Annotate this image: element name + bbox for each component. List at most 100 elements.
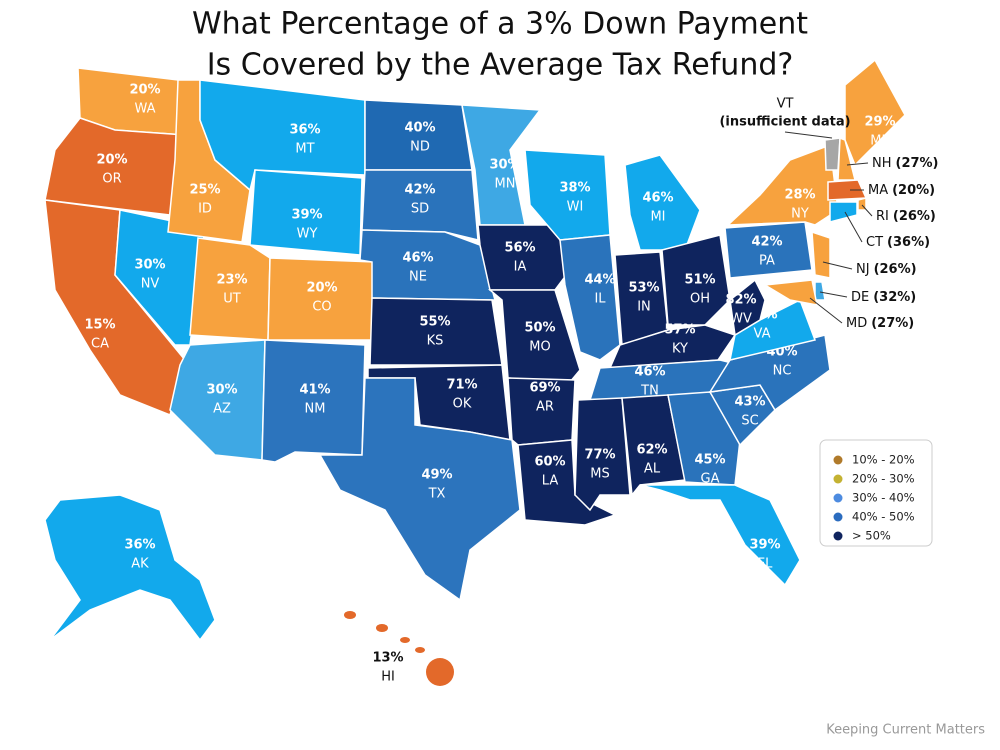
state-shape	[661, 234, 731, 326]
state-abbr: CO	[312, 300, 331, 315]
state-abbr: HI	[381, 670, 395, 685]
state-abbr: ND	[410, 140, 430, 155]
state-abbr: MI	[650, 210, 665, 225]
state-abbr: ID	[198, 202, 212, 217]
state-abbr: IA	[514, 260, 527, 275]
leader-line	[809, 297, 843, 324]
callout-label: CT (36%)	[866, 235, 930, 250]
state-abbr: IL	[594, 292, 606, 307]
state-abbr: ME	[870, 134, 889, 149]
state-shape	[844, 58, 906, 167]
state-abbr: MN	[495, 177, 516, 192]
state-shape	[729, 278, 766, 337]
state-shape	[369, 297, 503, 366]
state-pct: 20%	[96, 153, 127, 168]
state-pct: 53%	[628, 281, 659, 296]
island-shape	[400, 637, 410, 643]
state-pct: 82%	[725, 293, 756, 308]
state-pct: 20%	[306, 281, 337, 296]
state-abbr: OH	[690, 292, 710, 307]
map: 20% WA 20% OR 15% CA 30% NV 25% ID 36% MT 39% WY 23% UT…	[44, 58, 939, 686]
state-abbr: AZ	[213, 402, 231, 417]
callout-label: MA (20%)	[868, 183, 935, 198]
state-pct: 71%	[446, 378, 477, 393]
legend-swatch	[833, 474, 843, 484]
legend-label: 30% - 40%	[852, 491, 915, 505]
state-abbr: CA	[91, 337, 109, 352]
island-shape	[344, 611, 356, 619]
callout-pct: (26%)	[874, 262, 917, 277]
callout-label: NJ (26%)	[856, 262, 917, 277]
state-pct: 51%	[684, 273, 715, 288]
state-pct: 69%	[529, 381, 560, 396]
state-abbr: SD	[411, 202, 429, 217]
callout-pct: (27%)	[871, 316, 914, 331]
state-pct: 49%	[421, 468, 452, 483]
state-shape	[762, 279, 818, 306]
state-pct: 36%	[124, 538, 155, 553]
leader-line	[822, 261, 853, 270]
state-pct: 39%	[749, 538, 780, 553]
callout-abbr: NH	[872, 156, 892, 171]
legend-swatch	[833, 512, 843, 522]
state-pct: 46%	[634, 365, 665, 380]
state-abbr: TX	[428, 487, 446, 502]
state-shape	[811, 230, 831, 279]
state-abbr: PA	[759, 254, 775, 269]
state-pct: 20%	[129, 83, 160, 98]
state-pct: 77%	[584, 448, 615, 463]
credit: Keeping Current Matters	[826, 723, 985, 738]
callout-label: MD (27%)	[846, 316, 914, 331]
state-pct: 42%	[404, 183, 435, 198]
state-abbr: MO	[529, 340, 550, 355]
state-abbr: NY	[791, 207, 809, 222]
state-pct: 45%	[694, 453, 725, 468]
state-abbr: NM	[305, 402, 326, 417]
callout-label: NH (27%)	[872, 156, 939, 171]
state-abbr: SC	[741, 414, 758, 429]
state-abbr: GA	[701, 472, 720, 487]
legend-label: 40% - 50%	[852, 510, 915, 524]
state-pct: 30%	[134, 258, 165, 273]
state-abbr: WA	[134, 102, 155, 117]
state-abbr: MS	[590, 467, 609, 482]
state-abbr: NC	[773, 364, 792, 379]
callout-pct: (27%)	[896, 156, 939, 171]
state-pct: 62%	[636, 443, 667, 458]
state-pct: 46%	[402, 251, 433, 266]
state-abbr: UT	[223, 292, 241, 307]
state-pct: 42%	[751, 235, 782, 250]
state-shape	[667, 391, 741, 486]
state-pct: 60%	[534, 455, 565, 470]
state-pct: 56%	[504, 241, 535, 256]
state-shape	[726, 143, 839, 226]
state-shape	[44, 494, 216, 642]
state-shape	[559, 234, 621, 361]
state-abbr: WI	[567, 200, 584, 215]
callout-pct: (36%)	[887, 235, 930, 250]
state-abbr: WY	[297, 227, 318, 242]
state-abbr: TN	[640, 384, 659, 399]
state-pct: 40%	[404, 121, 435, 136]
leader-line	[844, 211, 863, 243]
state-abbr: MT	[295, 142, 314, 157]
island-shape	[415, 647, 425, 653]
legend-swatch	[833, 455, 843, 465]
legend-label: 10% - 20%	[852, 453, 915, 467]
callout-pct: (20%)	[892, 183, 935, 198]
callout-label: RI (26%)	[876, 209, 936, 224]
state-abbr: KS	[427, 334, 444, 349]
callout-abbr: MD	[846, 316, 867, 331]
title: Is Covered by the Average Tax Refund?	[207, 48, 794, 83]
state-abbr: WV	[730, 312, 752, 327]
state-pct: 44%	[584, 273, 615, 288]
callout-abbr: NJ	[856, 262, 870, 277]
state-shape	[708, 334, 831, 412]
callout-pct: (26%)	[893, 209, 936, 224]
state-shape	[824, 137, 841, 171]
title: What Percentage of a 3% Down Payment	[192, 7, 808, 42]
state-pct: 36%	[289, 123, 320, 138]
leader-line	[861, 204, 873, 217]
legend-label: 20% - 30%	[852, 472, 915, 486]
callout-abbr: CT	[866, 235, 883, 250]
